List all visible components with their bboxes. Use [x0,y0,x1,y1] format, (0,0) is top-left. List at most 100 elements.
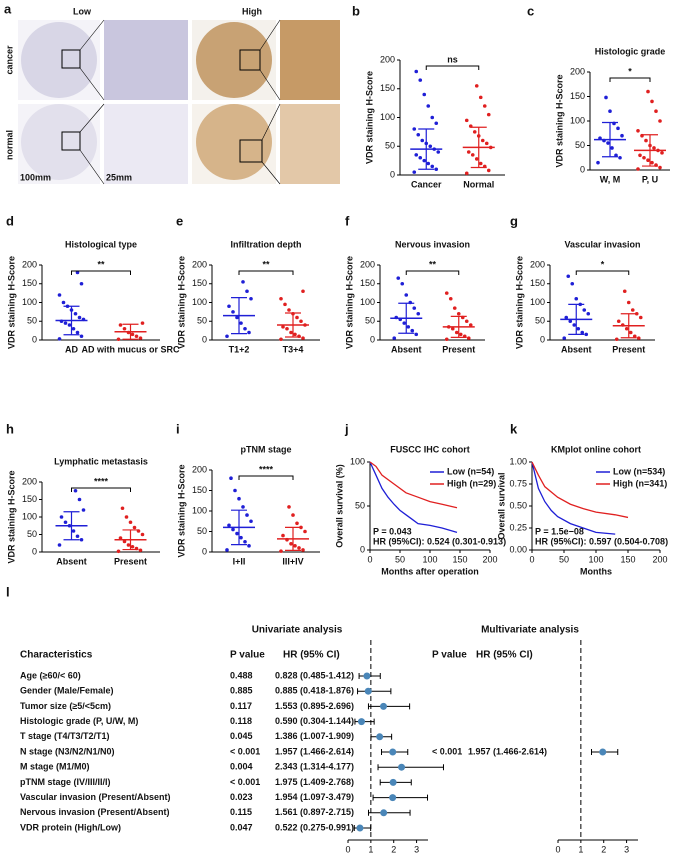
x-tick-label: 2 [601,844,606,854]
legend-label: High (n=341) [613,478,667,488]
data-point [227,304,231,309]
data-point [287,505,291,509]
data-point [604,95,608,100]
y-tick-label: 0 [202,334,207,344]
data-point [71,326,76,331]
hr-label: 1.561 (0.897-2.715) [275,807,354,817]
data-point [406,325,411,329]
data-point [482,104,487,108]
row-label: Histologic grade (P, U/W, M) [20,716,138,726]
data-point [140,321,145,325]
legend-label: Low (n=54) [447,466,494,476]
data-point [79,281,84,286]
data-point [574,296,579,301]
hr-point [376,733,384,741]
data-point [124,515,129,519]
data-point [572,323,577,327]
data-point [464,319,469,324]
data-point [426,161,431,166]
x-tick-label: 3 [624,844,629,854]
x-tick-label: 150 [620,554,635,564]
p-value: 0.885 [230,686,253,696]
data-point [245,289,249,294]
data-point [566,274,571,279]
hr-label: 1.975 (1.409-2.768) [275,777,354,787]
data-point [75,270,80,275]
data-point [283,302,287,307]
tissue-image [104,20,188,100]
data-point [77,497,82,502]
panel-letter: a [4,1,12,16]
data-point [291,513,295,517]
chart-title: Lymphatic metastasis [54,456,148,466]
chart-title: FUSCC IHC cohort [390,444,470,454]
data-point [79,537,84,542]
chart-title: Histological type [65,239,137,249]
data-point [618,155,622,160]
chart-title: Vascular invasion [564,239,640,249]
sd-bar [231,509,247,546]
y-tick-label: 200 [530,259,545,269]
y-tick-label: 100 [380,112,395,122]
hr-label: 0.885 (0.418-1.876) [275,686,354,696]
column-header: P value [230,650,265,661]
zoom-box [239,139,263,163]
column-label: High [242,6,262,16]
x-tick-label: 50 [559,554,569,564]
data-point [73,311,78,316]
y-tick-label: 100 [192,505,207,515]
data-point [564,315,569,320]
x-tick-label: AD [65,344,78,354]
x-axis-label: Months after operation [381,566,479,576]
row-label: Nervous invasion (Present/Absent) [20,807,170,817]
data-point [568,319,573,324]
significance-label: * [628,66,632,76]
y-tick-label: 200 [22,476,37,486]
tissue-core [196,104,272,180]
data-point [247,330,251,335]
column-label: Low [73,6,92,16]
x-tick-label: 100 [422,554,437,564]
y-tick-label: 50 [355,500,365,510]
data-point [63,520,68,525]
data-point [229,476,233,481]
data-point [444,291,449,295]
data-point [410,328,415,333]
data-point [122,326,127,331]
hr-point [389,778,397,786]
data-point [412,127,417,131]
data-point [289,330,293,335]
chart-title: Histologic grade [595,46,666,56]
column-header: HR (95% CI) [476,650,533,661]
hr-point [363,672,371,680]
data-point [626,300,631,305]
data-point [247,544,251,548]
y-tick-label: 150 [530,278,545,288]
panel-letter: h [6,421,14,436]
y-tick-label: 0.50 [509,500,527,510]
legend-label: Low (n=534) [613,466,665,476]
significance-bracket [238,475,294,480]
data-point [249,519,253,524]
data-point [658,165,662,170]
y-tick-label: 100 [530,297,545,307]
x-tick-label: 2 [391,844,396,854]
data-point [430,115,435,120]
row-label: Gender (Male/Female) [20,686,114,696]
data-point [636,129,640,133]
data-point [116,549,121,554]
data-point [458,332,463,337]
data-point [301,289,305,294]
ci-bar [372,794,429,801]
data-point [580,330,585,335]
data-point [636,336,641,340]
zoom-lines [79,19,281,185]
tissue-core [21,104,97,180]
sd-bar [418,128,435,170]
hr-point [398,763,406,771]
data-point [77,315,82,320]
y-tick-label: 100 [192,297,207,307]
row-label: normal [4,130,14,160]
y-tick-label: 200 [192,464,207,474]
zoom-box [61,131,81,151]
